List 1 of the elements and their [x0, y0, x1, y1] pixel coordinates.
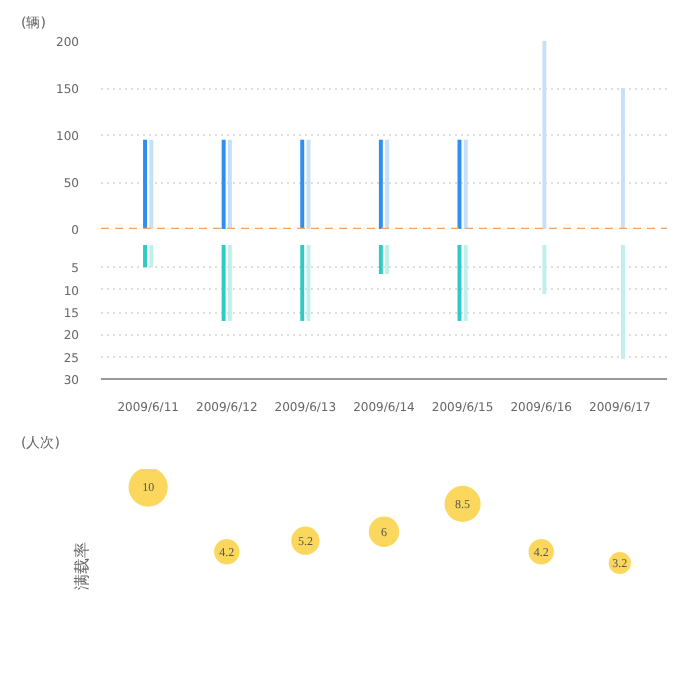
y-axis-title: 满载率 — [73, 542, 91, 590]
